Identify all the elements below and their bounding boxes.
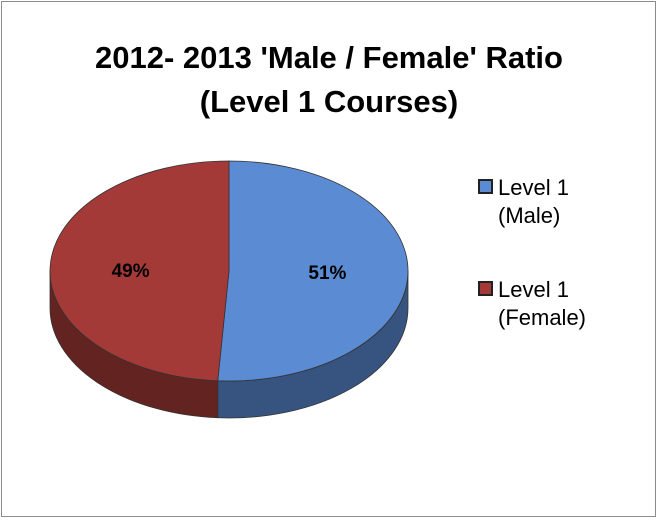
chart-title: (Level 1 Courses) [200, 84, 458, 119]
legend: Level 1 (Male) Level 1 (Female) [478, 174, 638, 378]
data-label: 49% [112, 261, 150, 282]
legend-label: Level 1 (Female) [498, 277, 587, 330]
legend-label: Level 1 (Male) [498, 175, 569, 228]
pie-slice [49, 160, 230, 382]
legend-entry: Level 1 (Male) [478, 174, 638, 230]
chart-title: 2012- 2013 'Male / Female' Ratio [95, 40, 563, 75]
legend-entry: Level 1 (Female) [478, 276, 638, 332]
legend-swatch [478, 281, 493, 296]
legend-swatch [478, 179, 493, 194]
pie-slice [217, 160, 409, 382]
data-label: 51% [308, 263, 346, 284]
